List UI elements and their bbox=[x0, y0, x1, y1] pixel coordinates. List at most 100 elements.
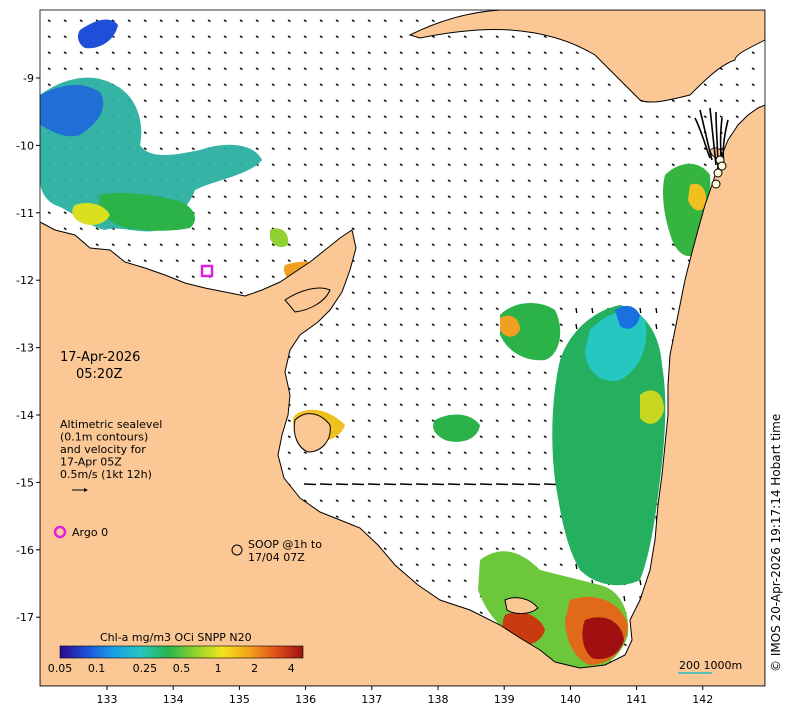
velocity-vector bbox=[207, 195, 211, 199]
velocity-vector bbox=[175, 35, 179, 39]
velocity-vector bbox=[367, 147, 371, 151]
velocity-vector bbox=[287, 35, 291, 39]
velocity-vector bbox=[623, 643, 627, 647]
velocity-vector bbox=[399, 387, 403, 391]
velocity-vector bbox=[607, 131, 611, 135]
velocity-vector bbox=[415, 51, 419, 55]
velocity-vector bbox=[335, 19, 339, 23]
velocity-vector bbox=[623, 291, 627, 295]
velocity-vector bbox=[575, 195, 579, 199]
velocity-vector bbox=[511, 451, 515, 455]
velocity-vector bbox=[655, 307, 658, 314]
velocity-vector bbox=[383, 115, 387, 119]
velocity-vector bbox=[751, 51, 755, 55]
velocity-vector bbox=[639, 291, 643, 295]
velocity-vector bbox=[479, 243, 483, 247]
velocity-vector bbox=[207, 259, 211, 263]
velocity-vector bbox=[463, 51, 467, 55]
velocity-vector bbox=[655, 195, 659, 199]
velocity-vector bbox=[143, 83, 147, 87]
velocity-vector bbox=[319, 211, 323, 215]
velocity-vector bbox=[223, 227, 227, 231]
velocity-vector bbox=[575, 67, 579, 71]
velocity-vector bbox=[431, 563, 435, 567]
velocity-vector bbox=[191, 227, 195, 231]
velocity-vector bbox=[511, 163, 515, 167]
velocity-vector bbox=[591, 227, 595, 231]
velocity-vector bbox=[303, 467, 307, 471]
velocity-vector bbox=[479, 227, 483, 231]
velocity-vector bbox=[415, 131, 419, 135]
velocity-vector bbox=[479, 51, 483, 55]
velocity-vector bbox=[431, 483, 445, 486]
velocity-vector bbox=[431, 147, 435, 151]
chl-patch-centre-orange bbox=[500, 315, 520, 337]
scale-bar-label: 200 1000m bbox=[679, 659, 742, 672]
velocity-vector bbox=[527, 51, 531, 55]
velocity-vector bbox=[671, 99, 675, 103]
velocity-vector bbox=[751, 67, 755, 71]
longitude-tick-label: 141 bbox=[626, 693, 647, 706]
velocity-vector bbox=[447, 211, 451, 215]
velocity-vector bbox=[543, 179, 547, 183]
velocity-vector bbox=[367, 467, 371, 471]
velocity-vector bbox=[495, 531, 499, 535]
velocity-vector bbox=[735, 115, 739, 119]
velocity-vector bbox=[431, 83, 435, 87]
velocity-vector bbox=[159, 243, 163, 247]
velocity-vector bbox=[687, 115, 691, 119]
velocity-vector bbox=[655, 163, 659, 167]
longitude-tick-label: 139 bbox=[494, 693, 515, 706]
velocity-vector bbox=[559, 291, 563, 295]
velocity-vector bbox=[159, 35, 163, 39]
velocity-vector bbox=[367, 419, 371, 423]
velocity-vector bbox=[431, 115, 435, 119]
velocity-vector bbox=[367, 515, 371, 519]
chl-patch-east-central-blue bbox=[615, 305, 640, 329]
velocity-vector bbox=[383, 195, 387, 199]
velocity-vector bbox=[319, 131, 323, 135]
velocity-vector bbox=[431, 243, 435, 247]
velocity-vector bbox=[511, 291, 515, 295]
map-plot-area: 200 1000m 17-Apr-2026 05:20Z Altimetric … bbox=[40, 10, 765, 686]
velocity-vector bbox=[367, 451, 371, 455]
velocity-vector bbox=[591, 131, 595, 135]
velocity-vector bbox=[143, 147, 147, 151]
velocity-vector bbox=[591, 307, 594, 314]
velocity-vector bbox=[447, 195, 451, 199]
velocity-vector bbox=[431, 307, 435, 311]
velocity-vector bbox=[399, 243, 403, 247]
velocity-vector bbox=[479, 547, 483, 551]
velocity-vector bbox=[655, 243, 659, 247]
velocity-vector bbox=[239, 115, 243, 119]
velocity-vector bbox=[383, 339, 387, 343]
velocity-vector bbox=[751, 83, 755, 87]
velocity-vector bbox=[319, 19, 323, 23]
velocity-vector bbox=[175, 83, 179, 87]
velocity-vector bbox=[351, 147, 355, 151]
velocity-vector bbox=[207, 227, 211, 231]
velocity-vector bbox=[399, 339, 403, 343]
velocity-vector bbox=[303, 19, 307, 23]
velocity-vector bbox=[607, 275, 611, 279]
velocity-vector bbox=[303, 451, 307, 455]
velocity-vector bbox=[351, 83, 355, 87]
velocity-vector bbox=[319, 339, 323, 343]
velocity-vector bbox=[239, 19, 243, 23]
velocity-vector bbox=[255, 19, 259, 23]
velocity-vector bbox=[223, 35, 227, 39]
velocity-vector bbox=[559, 243, 563, 247]
velocity-vector bbox=[351, 403, 355, 407]
velocity-vector bbox=[495, 387, 499, 391]
velocity-vector bbox=[271, 179, 275, 183]
velocity-vector bbox=[527, 259, 531, 263]
velocity-vector bbox=[319, 35, 323, 39]
velocity-vector bbox=[399, 435, 403, 439]
velocity-vector bbox=[495, 435, 499, 439]
velocity-vector bbox=[495, 467, 499, 471]
velocity-vector bbox=[191, 275, 195, 279]
velocity-vector bbox=[175, 243, 179, 247]
velocity-vector bbox=[415, 99, 419, 103]
velocity-vector bbox=[639, 163, 643, 167]
argo-float-marker[interactable] bbox=[200, 264, 214, 278]
